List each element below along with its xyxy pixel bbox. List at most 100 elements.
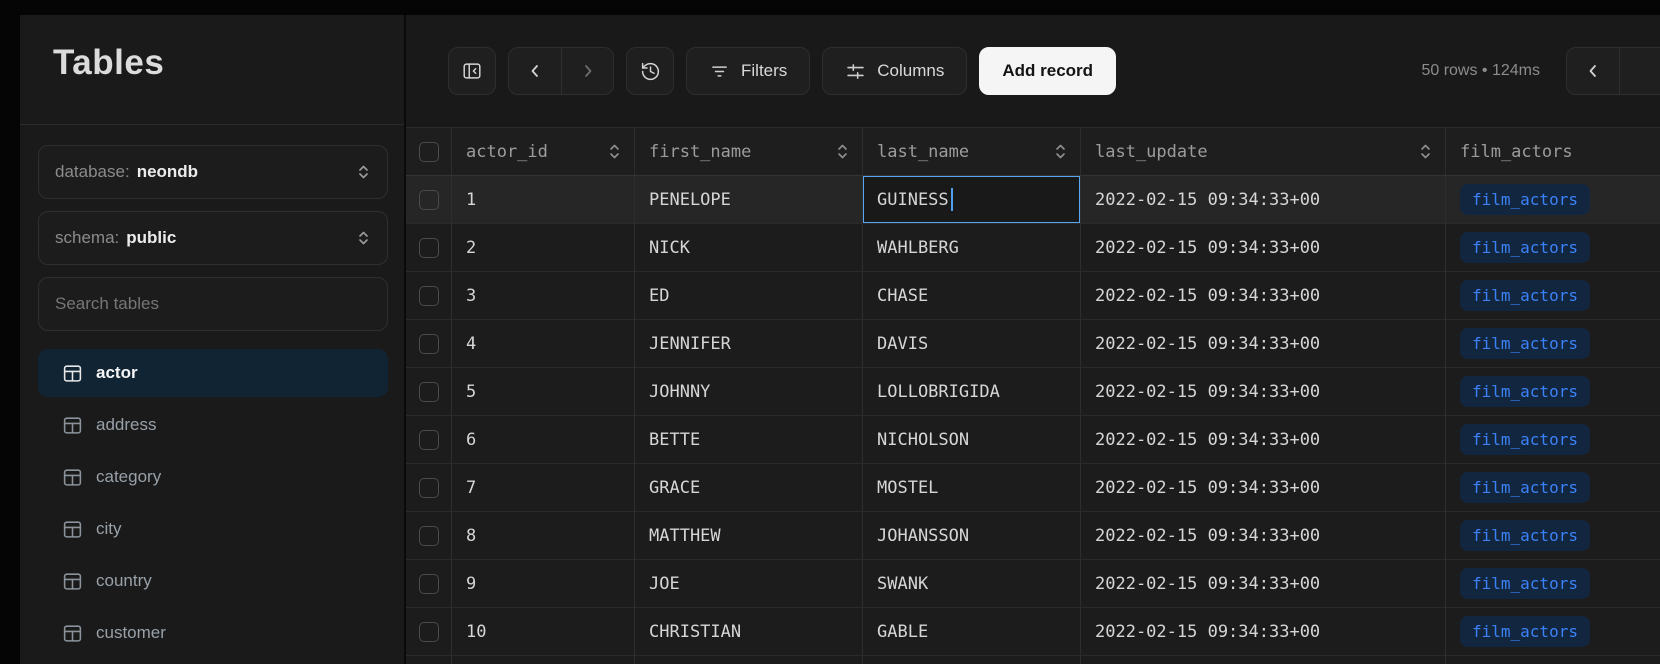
schema-select[interactable]: schema: public	[38, 211, 388, 265]
row-checkbox[interactable]	[418, 189, 439, 210]
select-all-checkbox[interactable]	[418, 141, 439, 162]
cell-actor_id[interactable]: 6	[452, 416, 635, 463]
cell-last_update[interactable]: 2022-02-15 09:34:33+00	[1081, 272, 1446, 319]
cell-first_name[interactable]: ED	[635, 272, 863, 319]
sidebar-item-label: customer	[96, 623, 166, 642]
sidebar-item-actor[interactable]: actor	[38, 349, 388, 397]
cell-last_name[interactable]: GUINESS	[863, 176, 1081, 223]
cell-actor_id[interactable]: 5	[452, 368, 635, 415]
film-actors-link[interactable]: film_actors	[1460, 568, 1590, 599]
filters-button[interactable]: Filters	[686, 47, 811, 95]
row-checkbox[interactable]	[418, 477, 439, 498]
row-checkbox-cell	[406, 368, 452, 415]
cell-first_name[interactable]: JOHNNY	[635, 368, 863, 415]
cell-last_update[interactable]: 2022-02-15 09:34:33+00	[1081, 368, 1446, 415]
row-checkbox[interactable]	[418, 285, 439, 306]
cell-editor[interactable]: GUINESS	[863, 176, 1080, 223]
sidebar-item-address[interactable]: address	[38, 401, 388, 449]
database-select[interactable]: database: neondb	[38, 145, 388, 199]
cell-last_name[interactable]: NICHOLSON	[863, 416, 1081, 463]
film-actors-link[interactable]: film_actors	[1460, 328, 1590, 359]
pagination-nav-group	[508, 47, 614, 95]
cell-first_name[interactable]: JENNIFER	[635, 320, 863, 367]
cell-actor_id[interactable]: 9	[452, 560, 635, 607]
cell-last_update[interactable]: 2022-02-15 09:34:33+00	[1081, 608, 1446, 655]
cell-last_update[interactable]: 2022-02-15 09:34:33+00	[1081, 176, 1446, 223]
film-actors-link[interactable]: film_actors	[1460, 616, 1590, 647]
cell-last_name[interactable]: LOLLOBRIGIDA	[863, 368, 1081, 415]
grid-body: 1 PENELOPE GUINESS 2022-02-15 09:34:33+00 fi…	[406, 176, 1660, 664]
film-actors-link[interactable]: film_actors	[1460, 376, 1590, 407]
cell-first_name[interactable]: PENELOPE	[635, 176, 863, 223]
prev-page-button[interactable]	[509, 48, 561, 94]
film-actors-link[interactable]: film_actors	[1460, 232, 1590, 263]
cell-actor_id[interactable]: 4	[452, 320, 635, 367]
cell-last_update[interactable]: 2022-02-15 09:34:33+00	[1081, 416, 1446, 463]
column-header-label: last_name	[877, 141, 970, 162]
cell-last_name[interactable]: JOHANSSON	[863, 512, 1081, 559]
row-checkbox[interactable]	[418, 333, 439, 354]
sort-icon[interactable]	[608, 142, 621, 161]
collapse-sidebar-button[interactable]	[448, 47, 496, 95]
cell-last_name[interactable]: SWANK	[863, 560, 1081, 607]
cell-actor_id[interactable]: 10	[452, 608, 635, 655]
cell-first_name[interactable]: JOE	[635, 560, 863, 607]
cell-actor_id[interactable]: 1	[452, 176, 635, 223]
cell-first_name[interactable]: BETTE	[635, 416, 863, 463]
cell-last_name[interactable]: DAVIS	[863, 320, 1081, 367]
toolbar: Filters Columns Add record 50 rows • 124…	[406, 15, 1660, 127]
row-checkbox[interactable]	[418, 429, 439, 450]
film-actors-link[interactable]: film_actors	[1460, 520, 1590, 551]
sidebar-item-label: city	[96, 519, 122, 538]
cell-last_name[interactable]: GABLE	[863, 608, 1081, 655]
row-checkbox[interactable]	[418, 573, 439, 594]
cell-first_name[interactable]: CHRISTIAN	[635, 608, 863, 655]
sidebar-item-customer[interactable]: customer	[38, 609, 388, 657]
row-checkbox[interactable]	[418, 621, 439, 642]
cell-first_name[interactable]: MATTHEW	[635, 512, 863, 559]
cell-last_update[interactable]: 2022-02-15 09:34:33+00	[1081, 224, 1446, 271]
cell-last_update[interactable]: 2022-02-15 09:34:33+00	[1081, 512, 1446, 559]
cell-actor_id[interactable]: 8	[452, 512, 635, 559]
next-page-button[interactable]	[561, 48, 613, 94]
cell-first_name[interactable]: GRACE	[635, 464, 863, 511]
sidebar-item-category[interactable]: category	[38, 453, 388, 501]
table-row: 4 JENNIFER DAVIS 2022-02-15 09:34:33+00 film…	[406, 320, 1660, 368]
sidebar-item-label: country	[96, 571, 152, 590]
data-grid: actor_id first_name last_name last_update fi…	[406, 127, 1660, 664]
cell-last_name[interactable]: MOSTEL	[863, 464, 1081, 511]
cell-last_name[interactable]: CHASE	[863, 272, 1081, 319]
column-header-actor_id[interactable]: actor_id	[452, 128, 635, 175]
sort-icon[interactable]	[1419, 142, 1432, 161]
column-header-first_name[interactable]: first_name	[635, 128, 863, 175]
panel-forward-button[interactable]	[1619, 48, 1660, 94]
cell-last_update[interactable]: 2022-02-15 09:34:33+00	[1081, 560, 1446, 607]
film-actors-link[interactable]: film_actors	[1460, 184, 1590, 215]
film-actors-link[interactable]: film_actors	[1460, 472, 1590, 503]
column-header-film_actors[interactable]: film_actors	[1446, 128, 1660, 175]
add-record-button[interactable]: Add record	[979, 47, 1117, 95]
sidebar-item-city[interactable]: city	[38, 505, 388, 553]
cell-last_update[interactable]: 2022-02-15 09:34:33+00	[1081, 320, 1446, 367]
column-header-last_name[interactable]: last_name	[863, 128, 1081, 175]
panel-back-button[interactable]	[1567, 48, 1619, 94]
history-button[interactable]	[626, 47, 674, 95]
sort-icon[interactable]	[1054, 142, 1067, 161]
cell-first_name[interactable]: NICK	[635, 224, 863, 271]
column-header-last_update[interactable]: last_update	[1081, 128, 1446, 175]
row-checkbox[interactable]	[418, 381, 439, 402]
film-actors-link[interactable]: film_actors	[1460, 280, 1590, 311]
chevrons-up-down-icon	[356, 228, 371, 248]
film-actors-link[interactable]: film_actors	[1460, 424, 1590, 455]
row-checkbox[interactable]	[418, 237, 439, 258]
cell-actor_id[interactable]: 2	[452, 224, 635, 271]
sidebar-item-country[interactable]: country	[38, 557, 388, 605]
cell-last_update[interactable]: 2022-02-15 09:34:33+00	[1081, 464, 1446, 511]
sort-icon[interactable]	[836, 142, 849, 161]
row-checkbox[interactable]	[418, 525, 439, 546]
columns-button[interactable]: Columns	[822, 47, 968, 95]
cell-actor_id[interactable]: 3	[452, 272, 635, 319]
search-tables-input[interactable]	[55, 294, 371, 314]
cell-actor_id[interactable]: 7	[452, 464, 635, 511]
cell-last_name[interactable]: WAHLBERG	[863, 224, 1081, 271]
